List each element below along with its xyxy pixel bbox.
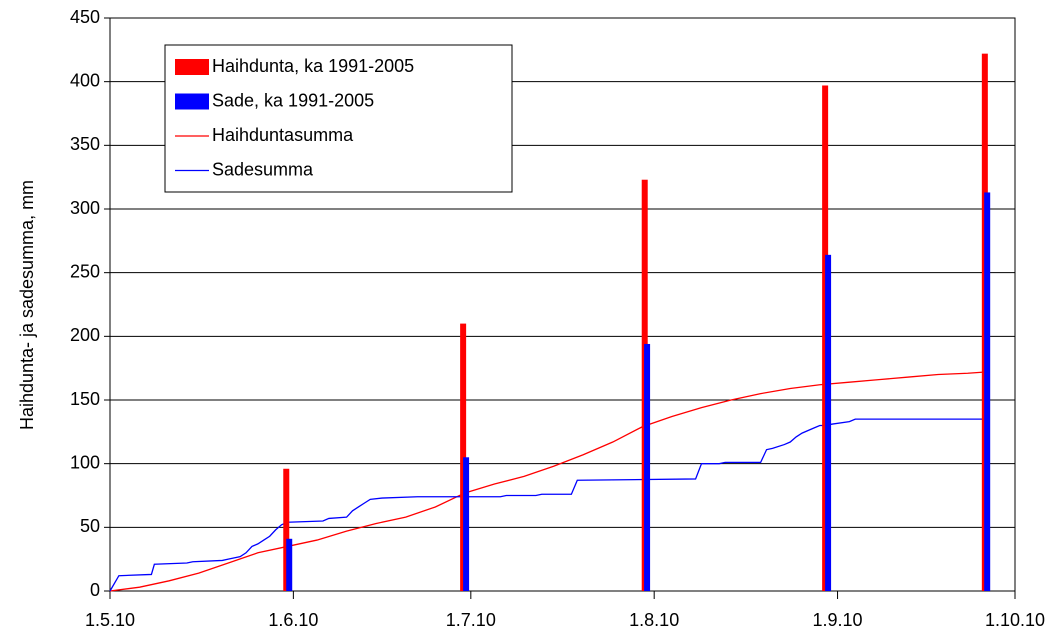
x-tick-label: 1.10.10 (985, 610, 1045, 630)
line (109, 371, 986, 592)
y-tick-label: 100 (70, 452, 100, 472)
x-tick-label: 1.6.10 (268, 610, 318, 630)
x-tick-label: 1.7.10 (446, 610, 496, 630)
y-tick-label: 450 (70, 7, 100, 27)
bar (984, 192, 991, 592)
bar (825, 254, 832, 591)
y-tick-label: 50 (80, 516, 100, 536)
legend-label: Haihdunta, ka 1991-2005 (212, 56, 414, 76)
bar (283, 468, 290, 591)
legend-box (164, 44, 513, 193)
x-tick-label: 1.8.10 (629, 610, 679, 630)
bar (463, 457, 470, 591)
y-tick-label: 350 (70, 134, 100, 154)
x-tick-label: 1.5.10 (85, 610, 135, 630)
y-tick-label: 300 (70, 198, 100, 218)
plot-frame (109, 17, 1016, 592)
line (109, 418, 986, 592)
y-tick-label: 150 (70, 389, 100, 409)
bar (644, 343, 651, 591)
legend-label: Haihduntasumma (212, 125, 354, 145)
x-tick-label: 1.9.10 (813, 610, 863, 630)
y-tick-label: 400 (70, 70, 100, 90)
legend-label: Sadesumma (212, 159, 314, 179)
y-tick-label: 250 (70, 261, 100, 281)
y-axis-title: Haihdunta- ja sadesumma, mm (17, 180, 37, 430)
bar (286, 538, 293, 591)
legend-swatch (175, 59, 209, 75)
y-tick-label: 0 (90, 580, 100, 600)
legend-label: Sade, ka 1991-2005 (212, 90, 374, 110)
y-tick-label: 200 (70, 325, 100, 345)
legend-swatch (175, 93, 209, 110)
